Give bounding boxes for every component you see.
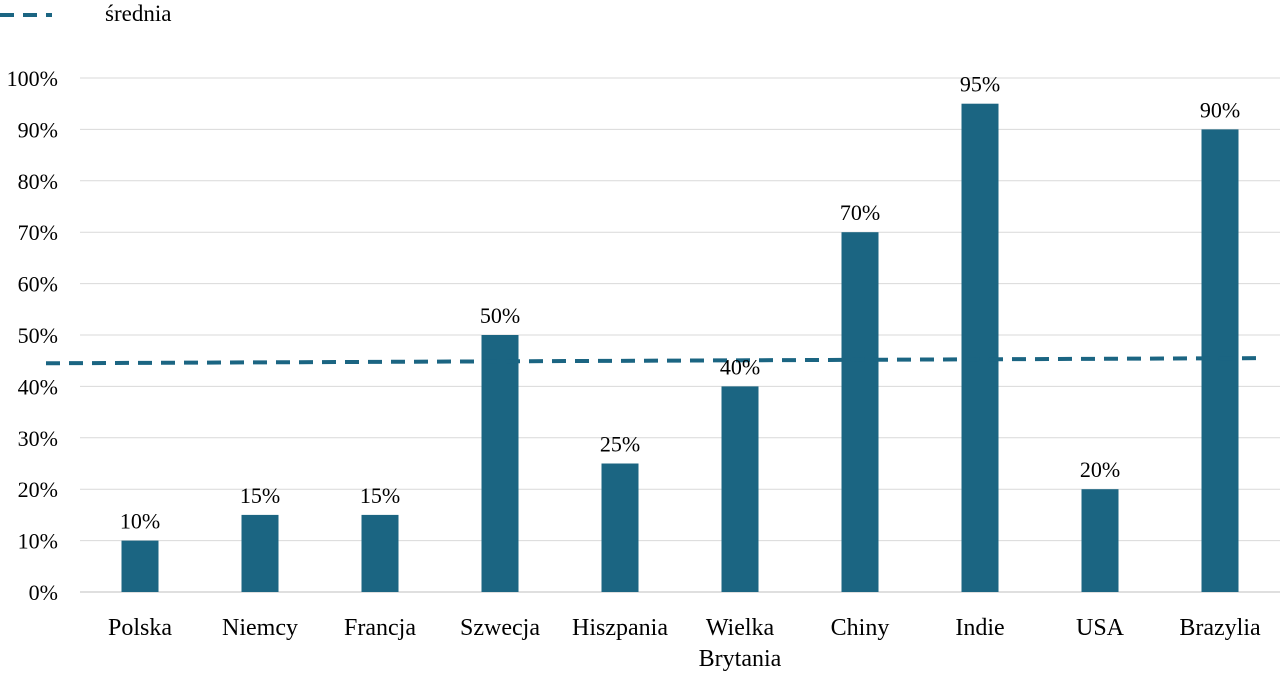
data-labels: 10% 15% 15% 50% 25% 40% 70% 95% 20% 90% [120, 72, 1240, 534]
x-category-label: Brytania [699, 646, 782, 672]
x-category-label: Brazylia [1179, 615, 1261, 641]
y-axis: 0% 10% 20% 30% 40% 50% 60% 70% 80% 90% 100% [7, 66, 58, 605]
gridlines [80, 77, 1280, 593]
bar-brazylia [1201, 129, 1239, 592]
data-label: 10% [120, 509, 160, 534]
bar-chiny [841, 232, 879, 592]
y-tick-label: 90% [18, 117, 58, 142]
legend: średnia [0, 1, 171, 26]
data-label: 95% [960, 72, 1000, 97]
data-label: 15% [360, 483, 400, 508]
y-tick-label: 40% [18, 374, 58, 399]
x-category-label: Indie [955, 615, 1004, 641]
y-tick-label: 70% [18, 220, 58, 245]
y-tick-label: 50% [18, 323, 58, 348]
x-axis: Polska Niemcy Francja Szwecja Hiszpania Wielk… [108, 615, 1261, 672]
data-label: 20% [1080, 457, 1120, 482]
x-category-label: Wielka [706, 615, 775, 641]
bar-wielka-brytania [721, 386, 759, 592]
data-label: 70% [840, 200, 880, 225]
x-category-label: Polska [108, 615, 172, 641]
bar-niemcy [241, 514, 279, 592]
x-category-label: Niemcy [222, 615, 298, 641]
data-label: 25% [600, 432, 640, 457]
y-tick-label: 100% [7, 66, 58, 91]
y-tick-label: 80% [18, 169, 58, 194]
average-line [45, 356, 1257, 366]
legend-average-label: średnia [105, 1, 171, 26]
data-label: 40% [720, 354, 760, 379]
x-category-label: Francja [344, 615, 416, 641]
data-label: 90% [1200, 97, 1240, 122]
bar-hiszpania [601, 463, 639, 592]
bar-indie [961, 103, 999, 592]
x-category-label: Chiny [831, 615, 890, 641]
data-label: 50% [480, 303, 520, 328]
y-tick-label: 0% [29, 580, 58, 605]
y-tick-label: 20% [18, 477, 58, 502]
x-category-label: Hiszpania [572, 615, 668, 641]
data-label: 15% [240, 483, 280, 508]
average-line-group [45, 356, 1257, 366]
bar-francja [361, 514, 399, 592]
y-tick-label: 30% [18, 426, 58, 451]
bar-polska [121, 540, 159, 592]
x-category-label: USA [1076, 615, 1125, 641]
y-tick-label: 10% [18, 529, 58, 554]
x-category-label: Szwecja [460, 615, 540, 641]
y-tick-label: 60% [18, 272, 58, 297]
bar-usa [1081, 489, 1119, 592]
bar-szwecja [481, 335, 519, 592]
bars [121, 103, 1239, 592]
